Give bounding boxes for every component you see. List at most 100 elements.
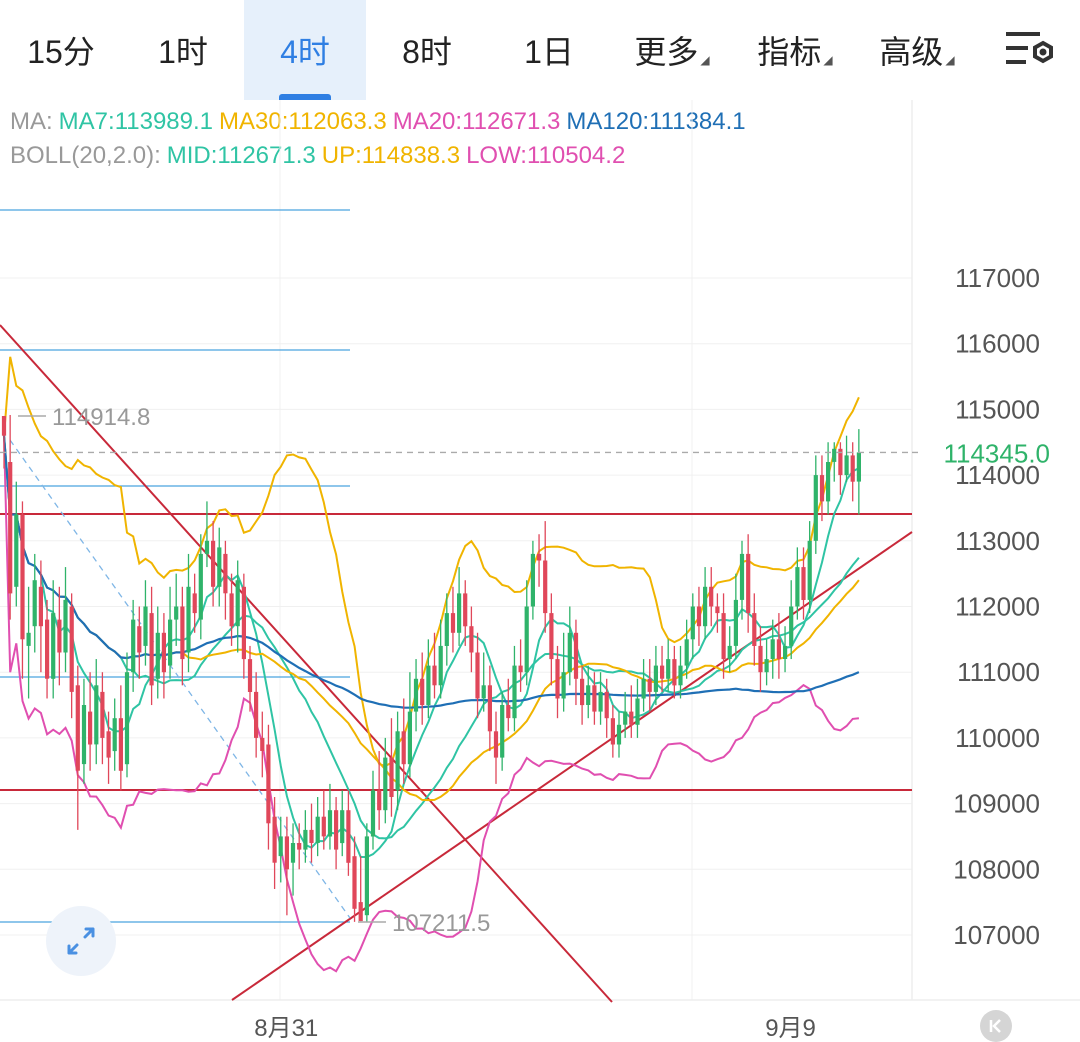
candle-body	[321, 816, 326, 837]
y-tick-label: 116000	[955, 329, 1040, 359]
candle-body	[14, 514, 19, 587]
candle-body	[278, 836, 283, 857]
candle-body	[155, 632, 160, 679]
candle-body	[524, 606, 529, 673]
low-marker-label: 107211.5	[392, 910, 490, 937]
candle-body	[826, 462, 831, 502]
candle-body	[254, 691, 259, 738]
candle-body	[124, 672, 130, 765]
candle-body	[555, 659, 560, 699]
tab-8h[interactable]: 8时	[366, 0, 488, 100]
x-tick-label: 9月9	[765, 1015, 816, 1042]
y-tick-label: 117000	[955, 263, 1040, 293]
candle-body	[143, 606, 148, 646]
ascending-trendline	[231, 531, 913, 1001]
candle-body	[395, 731, 400, 791]
ma20-value: MA20:112671.3	[392, 108, 561, 135]
tab-1h-label: 1时	[158, 34, 208, 70]
candle-body	[604, 691, 609, 719]
ma7-line	[3, 435, 860, 858]
expand-chart-button[interactable]	[46, 906, 116, 976]
boll-low-value: LOW:110504.2	[466, 142, 626, 169]
candle-body	[297, 843, 302, 850]
candle-body	[530, 553, 535, 607]
candle-body	[198, 553, 203, 620]
candle-body	[444, 613, 449, 646]
candle-body	[672, 659, 677, 686]
current-price-label: 114345.0	[943, 438, 1050, 468]
candlestick-chart[interactable]: 114345.0 117000 116000 115000 114000 113000 11…	[0, 100, 1080, 1042]
candle-body	[51, 613, 56, 679]
caret-icon: ◢	[823, 53, 833, 67]
boll-mid-line	[3, 435, 860, 840]
candle-body	[161, 632, 166, 673]
tab-more[interactable]: 更多 ◢	[610, 0, 734, 100]
candle-body	[832, 448, 837, 462]
candle-body	[733, 599, 738, 646]
y-tick-label: 109000	[953, 789, 1040, 819]
tab-1h[interactable]: 1时	[122, 0, 244, 100]
candle-body	[666, 659, 671, 679]
candle-body	[537, 553, 542, 561]
candle-body	[838, 448, 843, 476]
chart-settings-icon[interactable]	[1000, 26, 1060, 76]
candle-body	[586, 685, 591, 705]
candle-body	[450, 613, 456, 633]
candle-body	[407, 711, 412, 765]
candle-body	[506, 705, 511, 719]
candle-body	[561, 672, 566, 699]
tab-1d[interactable]: 1日	[488, 0, 610, 100]
candle-body	[475, 652, 480, 699]
candle-body	[69, 606, 74, 692]
candle-body	[549, 613, 554, 660]
candle-body	[303, 829, 308, 850]
candle-body	[850, 455, 855, 482]
y-tick-label: 112000	[955, 592, 1040, 622]
candle-body	[383, 757, 388, 811]
candle-body	[469, 626, 474, 653]
tab-15m-label: 15分	[27, 34, 95, 70]
tab-indicators[interactable]: 指标 ◢	[734, 0, 856, 100]
current-price-box	[922, 434, 1080, 471]
caret-icon: ◢	[945, 53, 955, 67]
candle-body	[45, 619, 50, 679]
candle-body	[75, 685, 80, 771]
candle-body	[616, 724, 622, 745]
tab-15m[interactable]: 15分	[0, 0, 122, 100]
candle-body	[131, 619, 136, 673]
boll-lower-line	[3, 435, 860, 973]
caret-icon: ◢	[700, 53, 710, 67]
candle-body	[235, 580, 240, 627]
candle-body	[764, 659, 769, 673]
candle-body	[290, 843, 296, 863]
scroll-to-latest-button[interactable]	[980, 1010, 1012, 1042]
candle-body	[684, 639, 689, 666]
candle-body	[463, 593, 468, 627]
candle-body	[401, 731, 406, 765]
candle-body	[340, 810, 345, 844]
candle-body	[543, 560, 548, 614]
candle-body	[168, 619, 173, 666]
ma120-line	[2, 435, 860, 709]
boll-prefix: BOLL(20,2.0):	[10, 142, 161, 169]
ma-prefix: MA:	[10, 108, 53, 135]
candle-body	[266, 744, 271, 824]
candle-body	[487, 685, 492, 732]
candle-body	[567, 632, 572, 673]
candle-body	[481, 685, 486, 699]
candle-body	[690, 606, 695, 640]
candle-body	[844, 455, 849, 476]
tab-advanced[interactable]: 高级 ◢	[856, 0, 978, 100]
candle-body	[413, 678, 419, 712]
candle-body	[327, 810, 333, 837]
tab-4h[interactable]: 4时	[244, 0, 366, 100]
candle-body	[229, 593, 234, 627]
candle-body	[192, 593, 197, 614]
candle-body	[653, 665, 658, 692]
candle-body	[352, 856, 357, 909]
candle-body	[801, 567, 806, 600]
candle-body	[580, 678, 585, 706]
candle-body	[592, 685, 597, 712]
candle-body	[57, 619, 62, 653]
candle-body	[217, 547, 222, 587]
